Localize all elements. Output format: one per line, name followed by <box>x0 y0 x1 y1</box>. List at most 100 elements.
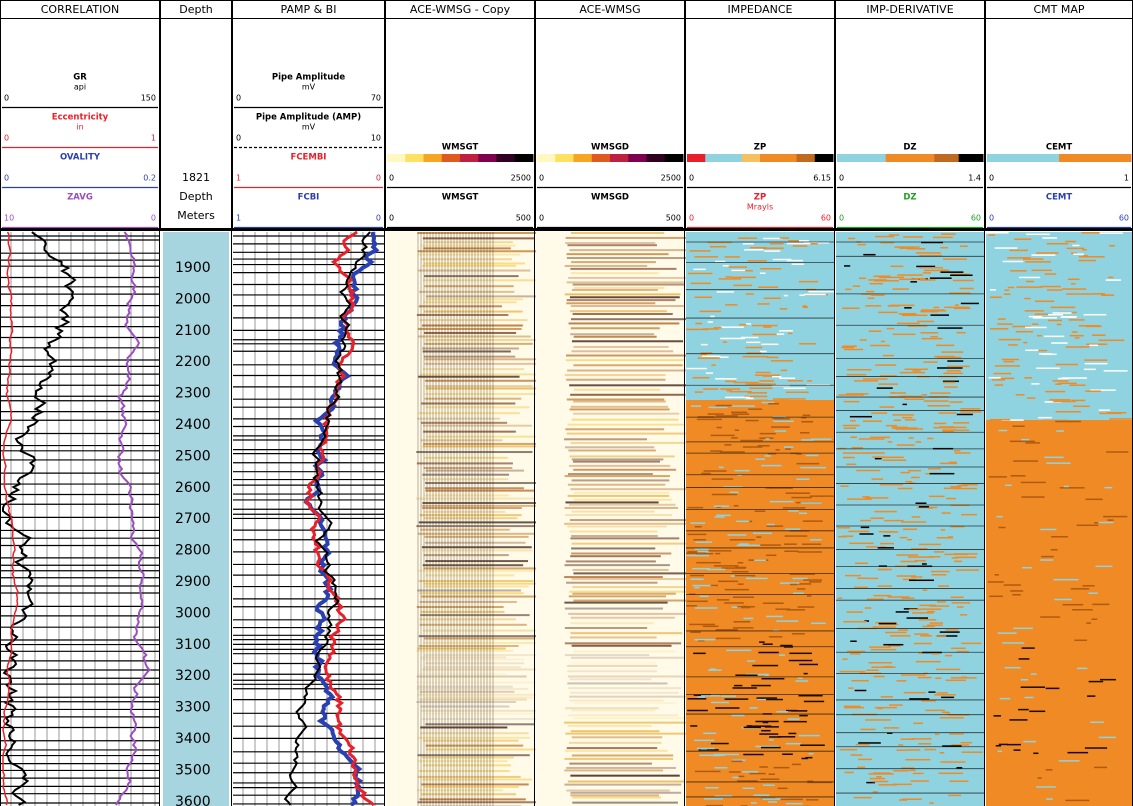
scale-left: 0 <box>236 134 241 143</box>
speck <box>851 754 863 756</box>
speck <box>711 435 735 437</box>
speck <box>920 279 936 281</box>
speck <box>937 310 947 312</box>
speck <box>1038 417 1052 419</box>
speck <box>1008 344 1018 346</box>
speck <box>990 419 1010 421</box>
colorbar <box>742 154 761 162</box>
speck <box>855 690 867 692</box>
speck <box>798 677 803 679</box>
colorbar <box>837 154 862 162</box>
speck <box>731 270 745 272</box>
speck <box>957 414 973 416</box>
waveform <box>566 560 656 562</box>
waveform <box>570 455 675 457</box>
speck <box>997 323 1013 325</box>
waveform <box>421 258 512 260</box>
colorbar <box>760 154 779 162</box>
speck <box>1072 609 1093 611</box>
curve-name: CEMT <box>1046 143 1073 153</box>
speck <box>760 273 766 275</box>
speck <box>811 623 826 625</box>
speck <box>1019 658 1030 660</box>
waveform <box>419 770 510 772</box>
curve-name: DZ <box>903 193 916 203</box>
speck <box>1032 270 1052 272</box>
speck <box>1047 243 1068 245</box>
speck <box>709 407 728 409</box>
speck <box>807 595 812 597</box>
speck <box>715 553 720 555</box>
speck <box>779 330 793 332</box>
speck <box>1074 640 1087 642</box>
curve-name: GR <box>73 73 87 83</box>
speck <box>784 543 797 545</box>
speck <box>859 438 885 440</box>
speck <box>960 245 968 247</box>
speck <box>875 458 882 460</box>
speck <box>731 437 738 439</box>
waveform <box>422 757 514 759</box>
speck <box>863 378 887 380</box>
speck <box>951 597 964 599</box>
speck <box>866 546 878 548</box>
speck <box>865 607 872 609</box>
speck <box>808 291 833 293</box>
speck <box>721 695 736 697</box>
scale-unit: in <box>76 123 83 132</box>
speck <box>888 441 893 443</box>
speck <box>1040 616 1060 618</box>
speck <box>714 767 727 769</box>
scale-left: 0 <box>839 214 844 223</box>
speck <box>711 585 718 587</box>
waveform <box>569 322 680 324</box>
speck <box>1094 767 1107 769</box>
speck <box>758 286 778 288</box>
speck <box>920 267 943 269</box>
speck <box>847 498 872 500</box>
speck <box>708 413 724 415</box>
speck <box>908 470 921 472</box>
waveform <box>416 525 535 527</box>
speck <box>761 747 781 749</box>
speck <box>990 328 1008 330</box>
speck <box>785 535 808 537</box>
waveform <box>565 733 691 735</box>
speck <box>872 781 888 783</box>
speck <box>940 271 963 273</box>
waveform <box>570 394 685 396</box>
speck <box>754 794 770 796</box>
speck <box>843 621 866 623</box>
speck <box>692 568 710 570</box>
speck <box>1055 383 1061 385</box>
scale-unit: mV <box>302 123 316 132</box>
speck <box>961 742 972 744</box>
speck <box>1023 342 1027 344</box>
waveform <box>565 514 672 516</box>
colorbar <box>497 154 516 162</box>
speck <box>756 697 777 699</box>
waveform <box>420 514 522 516</box>
speck <box>763 784 775 786</box>
speck <box>1071 588 1089 590</box>
speck <box>703 733 716 735</box>
speck <box>755 458 765 460</box>
speck <box>1085 390 1101 392</box>
speck <box>778 399 783 401</box>
waveform <box>571 730 660 732</box>
scale-right: 60 <box>821 214 831 223</box>
speck <box>799 281 818 283</box>
speck <box>939 412 957 414</box>
speck <box>725 698 749 700</box>
speck <box>755 510 766 512</box>
speck <box>1059 760 1080 762</box>
waveform <box>418 335 531 337</box>
waveform <box>572 479 670 481</box>
speck <box>1079 256 1105 258</box>
speck <box>859 278 866 280</box>
depth-label: 2000 <box>175 291 211 307</box>
speck <box>931 571 950 573</box>
waveform <box>565 608 663 610</box>
speck <box>1107 412 1127 414</box>
waveform <box>568 495 669 497</box>
